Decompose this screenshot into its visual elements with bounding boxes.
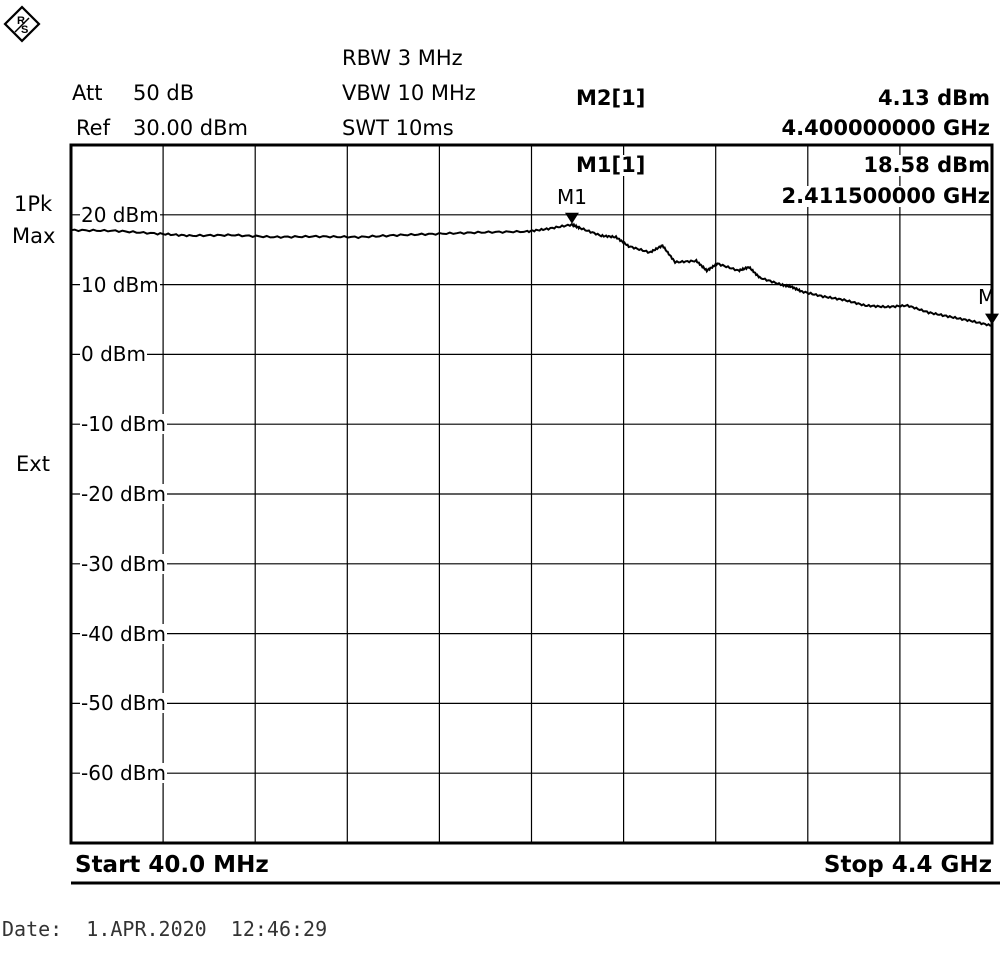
vbw-setting: VBW 10 MHz [342,81,476,105]
ext-label: Ext [16,452,50,476]
y-tick-label: 20 dBm [80,202,160,227]
trace-line [70,222,993,327]
swt-setting: SWT 10ms [342,116,454,140]
marker-m2-tag: M [978,285,996,309]
marker-glyphs [564,212,999,325]
y-tick-label: 10 dBm [80,272,160,297]
svg-text:S: S [21,24,28,36]
stop-frequency: Stop 4.4 GHz [823,852,992,878]
att-value: 50 dB [133,81,195,105]
marker-m1-freq: 2.411500000 GHz [781,184,990,208]
trace-mode-1pk: 1Pk [14,192,53,216]
y-tick-label: -30 dBm [80,551,167,576]
marker-m2-label: M2[1] [576,86,646,110]
y-tick-label: 0 dBm [80,342,147,367]
marker-m2-freq: 4.400000000 GHz [781,116,990,140]
start-frequency: Start 40.0 MHz [75,852,269,878]
ref-value: 30.00 dBm [133,116,248,140]
y-tick-label: -50 dBm [80,691,167,716]
rohde-schwarz-logo-icon: R S [3,5,41,43]
y-tick-label: -40 dBm [80,621,167,646]
trace-mode-max: Max [12,224,56,248]
marker-m2-level: 4.13 dBm [877,86,990,110]
marker-m1-label: M1[1] [576,153,646,177]
y-tick-label: -60 dBm [80,761,167,786]
rbw-setting: RBW 3 MHz [342,46,463,70]
ref-label: Ref [76,116,110,140]
y-tick-label: -10 dBm [80,412,167,437]
att-label: Att [72,81,103,105]
y-tick-label: -20 dBm [80,482,167,506]
marker-m1-tag: M1 [557,185,587,209]
date-stamp: Date: 1.APR.2020 12:46:29 [2,917,328,941]
marker-m1-triangle-icon [564,212,579,224]
svg-text:R: R [17,15,25,27]
grid [71,145,992,843]
marker-m1-level: 18.58 dBm [863,153,990,177]
